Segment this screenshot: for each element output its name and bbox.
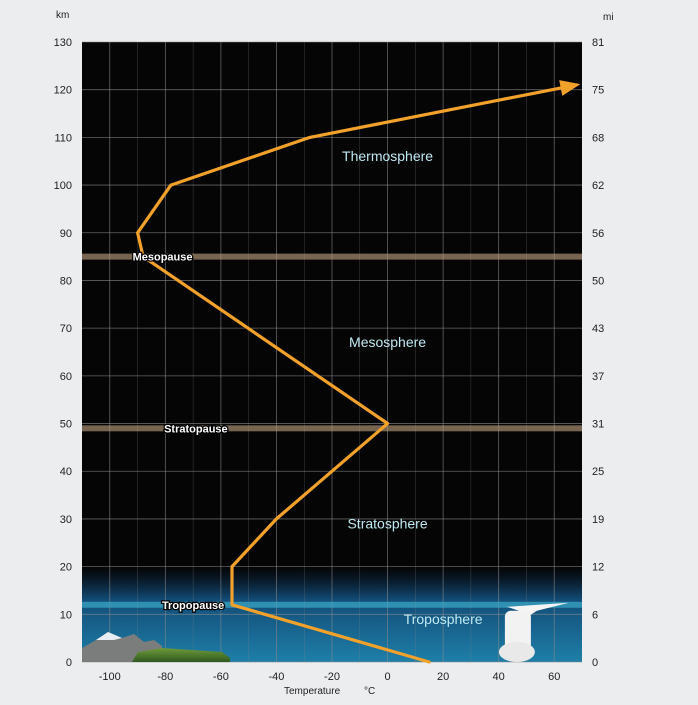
right-tick-label: 19 — [592, 514, 604, 526]
left-tick-label: 60 — [60, 371, 72, 383]
left-tick-label: 0 — [66, 657, 72, 669]
boundary-label: Stratopause — [164, 423, 228, 435]
right-tick-label: 81 — [592, 37, 604, 49]
left-tick-label: 40 — [60, 466, 72, 478]
left-tick-label: 70 — [60, 323, 72, 335]
cloud-base — [499, 642, 535, 662]
left-tick-label: 50 — [60, 419, 72, 431]
right-tick-label: 12 — [592, 562, 604, 574]
boundary-label: Tropopause — [162, 600, 224, 612]
left-axis-unit: km — [56, 10, 69, 21]
left-tick-label: 30 — [60, 514, 72, 526]
right-tick-label: 56 — [592, 228, 604, 240]
left-tick-label: 20 — [60, 562, 72, 574]
right-tick-label: 75 — [592, 85, 604, 97]
left-tick-label: 80 — [60, 275, 72, 287]
x-axis-label: Temperature — [284, 686, 341, 697]
x-tick-label: 60 — [548, 671, 560, 683]
right-tick-label: 25 — [592, 466, 604, 478]
layer-label: Thermosphere — [342, 148, 433, 164]
x-tick-label: 0 — [384, 671, 390, 683]
left-tick-label: 110 — [54, 132, 72, 144]
x-tick-label: 40 — [493, 671, 505, 683]
boundary-band — [82, 425, 582, 431]
right-tick-label: 0 — [592, 657, 598, 669]
x-tick-label: -40 — [268, 671, 284, 683]
left-tick-label: 120 — [54, 85, 72, 97]
layer-label: Mesosphere — [349, 334, 426, 350]
right-tick-label: 50 — [592, 275, 604, 287]
x-tick-label: -20 — [324, 671, 340, 683]
right-tick-label: 37 — [592, 371, 604, 383]
right-tick-label: 62 — [592, 180, 604, 192]
x-tick-label: -80 — [157, 671, 173, 683]
layer-label: Stratosphere — [347, 515, 427, 531]
right-tick-label: 31 — [592, 419, 604, 431]
x-tick-label: 20 — [437, 671, 449, 683]
right-axis-mi: 0 6 12 19 25 31 37 43 50 56 62 68 75 81 — [592, 37, 604, 669]
left-axis-km: 0 10 20 30 40 50 60 70 80 90 100 110 120 130 — [54, 37, 72, 669]
right-tick-label: 43 — [592, 323, 604, 335]
boundary-label: Mesopause — [133, 252, 193, 264]
left-tick-label: 130 — [54, 37, 72, 49]
layer-label: Troposphere — [404, 611, 483, 627]
right-axis-unit: mi — [603, 12, 614, 23]
left-tick-label: 10 — [60, 609, 72, 621]
right-tick-label: 6 — [592, 609, 598, 621]
right-tick-label: 68 — [592, 132, 604, 144]
boundary-band — [82, 602, 582, 608]
x-tick-label: -100 — [99, 671, 121, 683]
left-tick-label: 90 — [60, 228, 72, 240]
x-axis-temperature: -100 -80 -60 -40 -20 0 20 40 60 — [99, 671, 561, 683]
x-axis-unit: °C — [364, 686, 375, 697]
x-tick-label: -60 — [213, 671, 229, 683]
left-tick-label: 100 — [54, 180, 72, 192]
